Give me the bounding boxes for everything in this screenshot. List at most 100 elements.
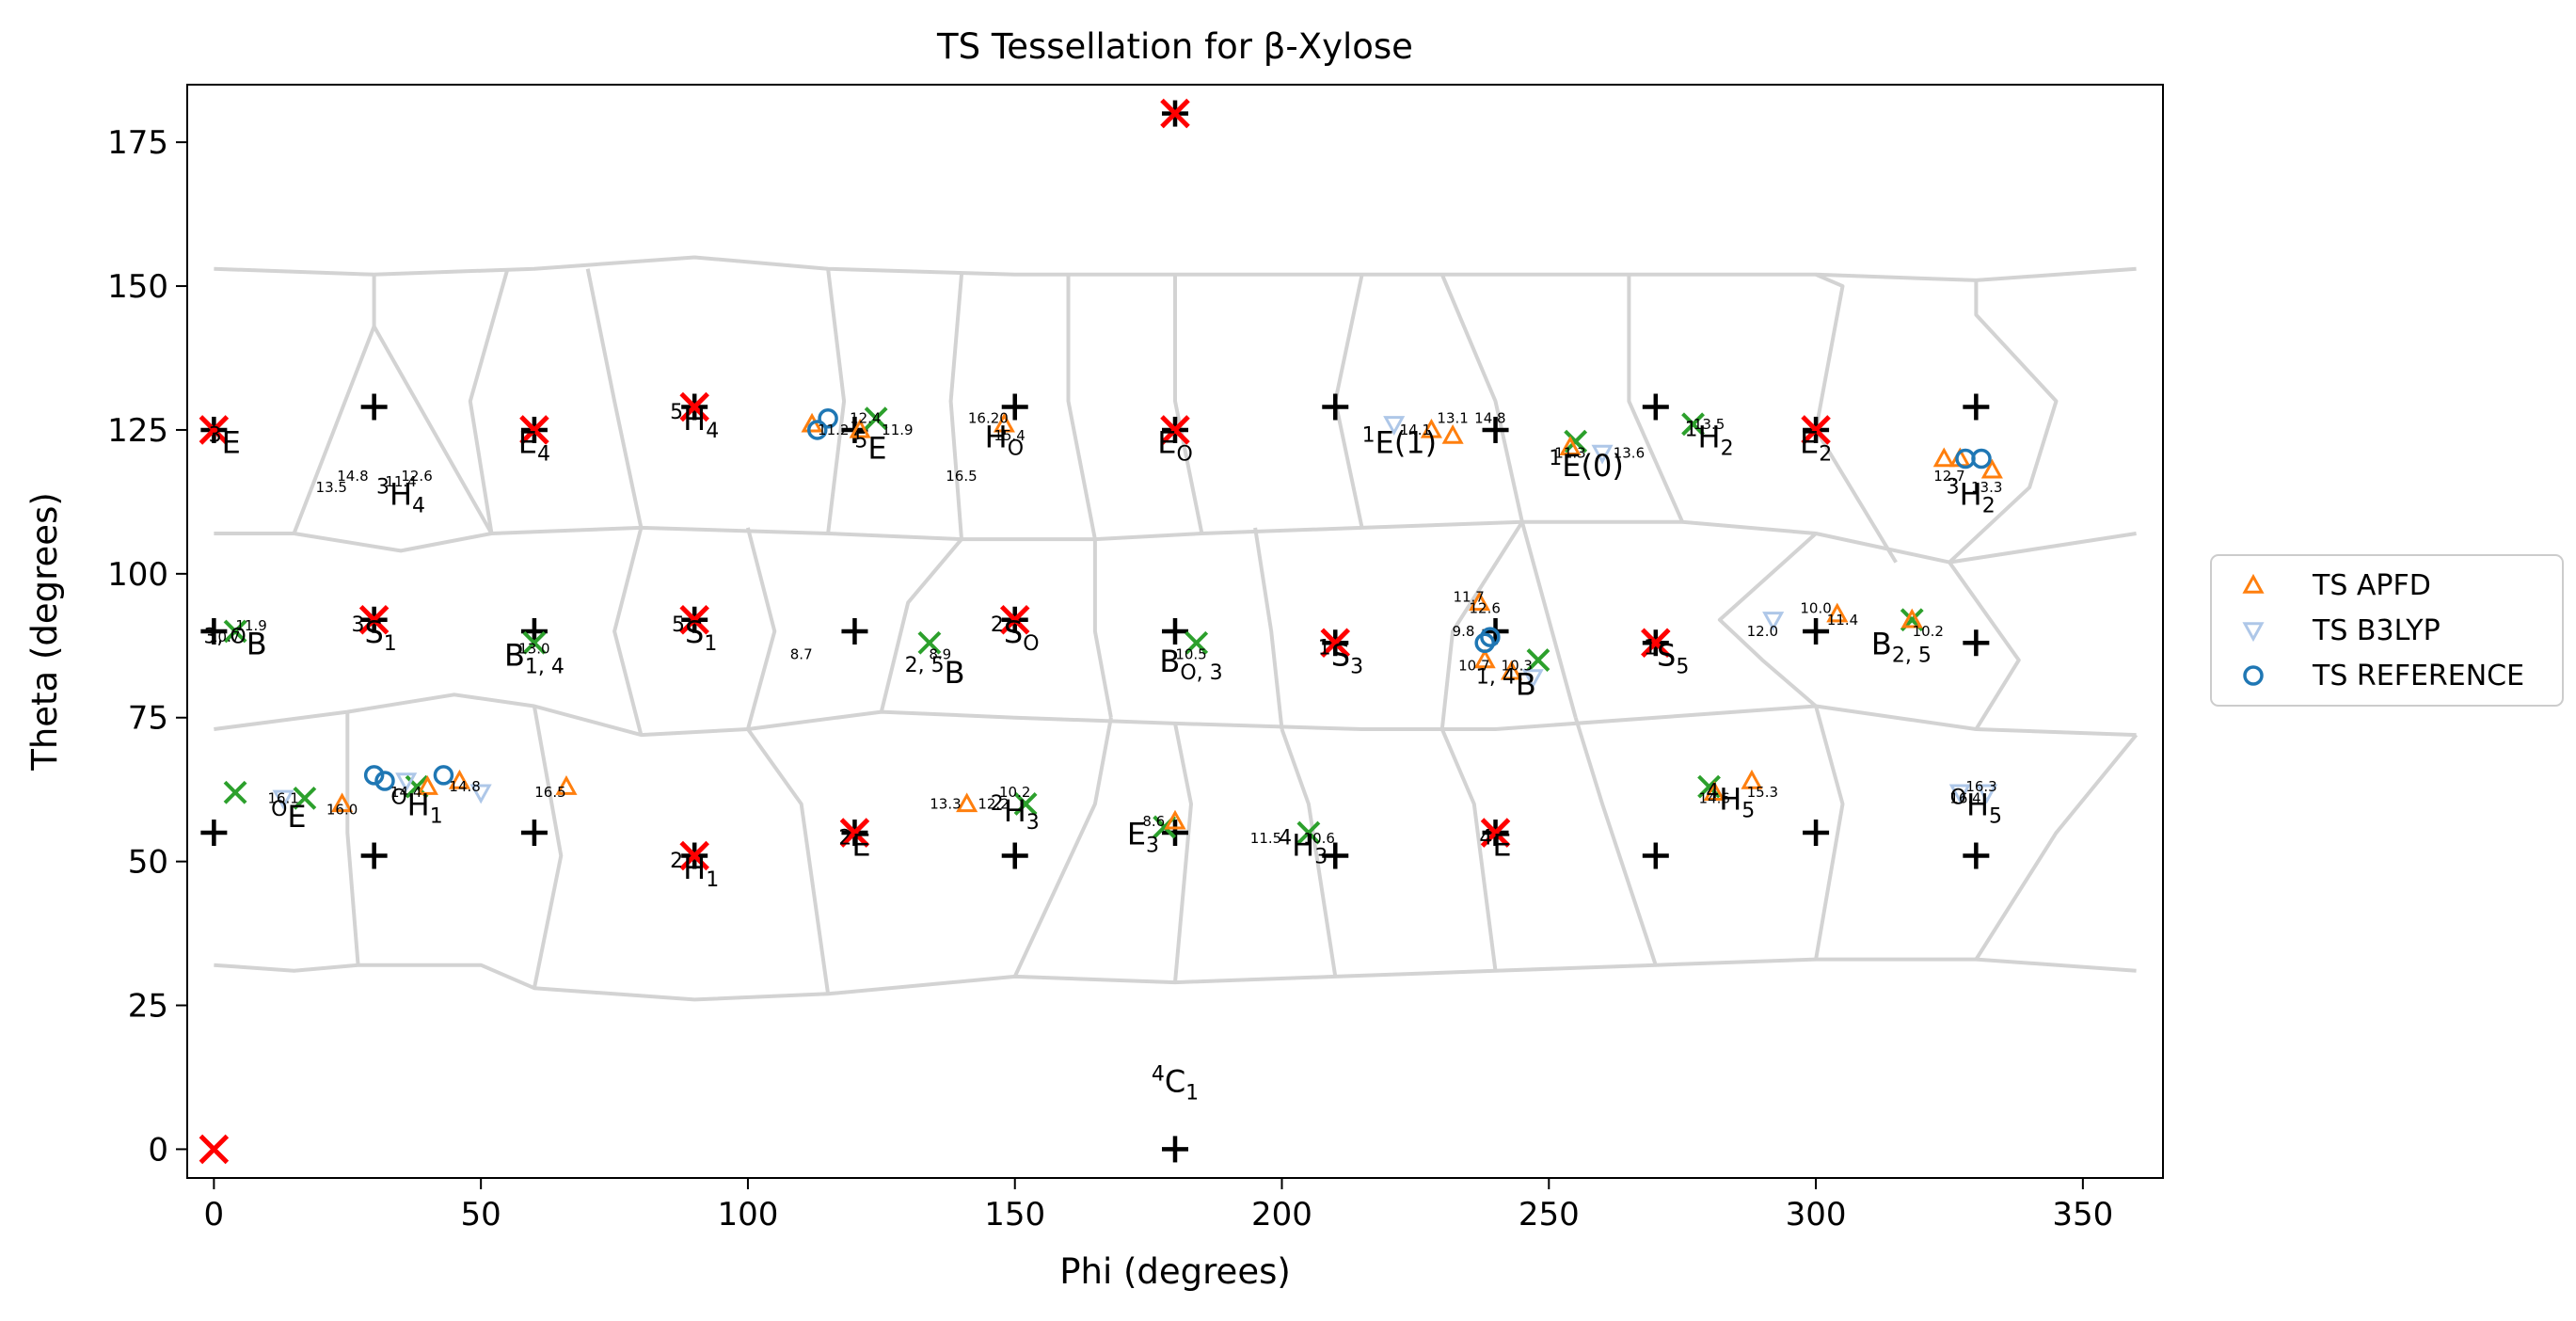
conformer-label-sup: 2, 5: [905, 654, 945, 677]
energy-label: 10.7: [1458, 658, 1489, 675]
data-point: [433, 765, 454, 786]
tessellation-edge: [1974, 733, 2139, 961]
center-plus-marker: [1001, 393, 1028, 421]
conformer-label: 1E(1): [1362, 423, 1438, 460]
conformer-label-base: H: [390, 476, 412, 512]
tessellation-edge: [746, 727, 831, 995]
tessellation-edge: [1814, 272, 1898, 564]
energy-label: 8.7: [790, 645, 813, 662]
conformer-label-sub: O: [1008, 437, 1024, 460]
conformer-label-sup: 2: [838, 827, 851, 851]
data-point: [416, 775, 438, 795]
conformer-label: 1S3: [1318, 637, 1363, 679]
energy-label: 16.3: [1965, 778, 1996, 795]
tessellation-edge: [826, 268, 847, 534]
energy-label: 14.1: [1400, 422, 1431, 438]
energy-label: 16.5: [534, 784, 565, 801]
conformer-label-base: S: [685, 614, 704, 650]
x-tick-label: 150: [984, 1196, 1045, 1233]
plot-frame: [186, 84, 2164, 1179]
tessellation-edge: [1253, 527, 1284, 730]
y-tick-label: 25: [128, 988, 168, 1026]
energy-label: 14.4: [390, 784, 421, 801]
conformer-label-sup: 2: [991, 792, 1004, 816]
energy-label: 10.0: [1800, 600, 1831, 617]
x-tick-label: 200: [1251, 1196, 1312, 1233]
conformer-label: BO, 3: [1159, 644, 1222, 685]
local-min-marker: [519, 415, 549, 445]
local-min-marker: [199, 1134, 230, 1165]
legend: TS APFD TS B3LYP TS REFERENCE: [2210, 554, 2564, 707]
tessellation-edge: [1092, 539, 1113, 719]
legend-item: TS B3LYP: [2242, 614, 2441, 647]
conformer-label-sub: O, 3: [1180, 661, 1222, 685]
data-point: [1474, 632, 1495, 653]
center-plus-marker: [520, 618, 548, 645]
local-min-marker: [679, 840, 709, 871]
conformer-label-sub: O: [1023, 632, 1039, 656]
local-min-marker: [679, 391, 709, 422]
ts-x-marker: [522, 630, 547, 655]
conformer-label-sub: 5: [1741, 800, 1755, 823]
conformer-label-base: E: [518, 424, 537, 460]
ts-x-b: [1013, 792, 1038, 816]
ts-x-b: [1526, 648, 1550, 672]
energy-label: 15.4: [994, 427, 1025, 444]
tessellation-lines: [214, 255, 2139, 1002]
data-point: [448, 769, 471, 789]
min-x-b: [1160, 415, 1190, 445]
conformer-label-sup: 3: [376, 475, 390, 499]
ts-markers: [223, 406, 1924, 845]
ts-x-b: [223, 780, 247, 804]
conformer-label-sup: 1: [1549, 447, 1562, 470]
data-point: [1900, 608, 1923, 629]
energy-label: 13.1: [1437, 410, 1468, 427]
energy-label: 14.8: [337, 468, 368, 485]
energy-label: 14.8: [449, 778, 480, 795]
min-x-b: [358, 605, 390, 635]
energy-label: 10.3: [1502, 658, 1533, 675]
energy-label: 12.0: [1747, 623, 1778, 640]
data-point: [1164, 809, 1186, 830]
tessellation-edge: [1439, 274, 1524, 523]
tessellation-edge: [1519, 521, 1578, 719]
data-point: [1826, 602, 1849, 623]
conformer-label: 2SO: [991, 613, 1040, 656]
energy-label: 11.4: [385, 473, 416, 490]
data-point: [1501, 660, 1523, 680]
tessellation-edge: [1948, 561, 2021, 731]
conformer-label-base: H: [407, 788, 430, 823]
conformer-label-sub: 4: [537, 442, 550, 466]
center-plus-marker: [1001, 842, 1028, 869]
conformer-label-base: H: [1292, 828, 1314, 864]
tessellation-edge: [1173, 723, 1193, 983]
ts-x-marker: [1564, 429, 1588, 454]
center-plus-marker: [1642, 842, 1669, 869]
conformer-label-sub: 2: [1721, 437, 1734, 460]
ts-x-marker: [1697, 774, 1721, 799]
conformer-label-base: E: [1800, 424, 1819, 460]
conformer-label-base: H: [1719, 782, 1741, 818]
conformer-label-base: E: [867, 431, 886, 467]
tessellation-edge: [345, 711, 360, 965]
data-point: [1976, 784, 1998, 804]
ts-x-marker: [1185, 630, 1209, 655]
tessellation-edge: [1280, 728, 1338, 978]
local-min-marker: [1801, 415, 1831, 445]
conformer-label: E3: [1127, 816, 1159, 857]
min-x-b: [1480, 818, 1511, 848]
conformer-label: HO: [985, 419, 1024, 460]
series-ts-apfd: [331, 412, 2003, 830]
ts-x-b: [1681, 412, 1705, 437]
x-tick-label: 50: [461, 1196, 501, 1233]
local-min-marker: [1641, 628, 1671, 658]
y-tick-label: 125: [107, 412, 168, 450]
tessellation-edge: [1573, 717, 1658, 966]
tessellation-edge: [1439, 728, 1498, 972]
tessellation-edge: [468, 268, 510, 534]
conformer-label-base: B: [504, 638, 525, 674]
conformer-label-sub: 4: [706, 420, 719, 443]
chart-title: TS Tessellation for β-Xylose: [936, 26, 1413, 67]
conformer-label-sub: 1: [1185, 1081, 1199, 1105]
data-point: [395, 772, 418, 793]
